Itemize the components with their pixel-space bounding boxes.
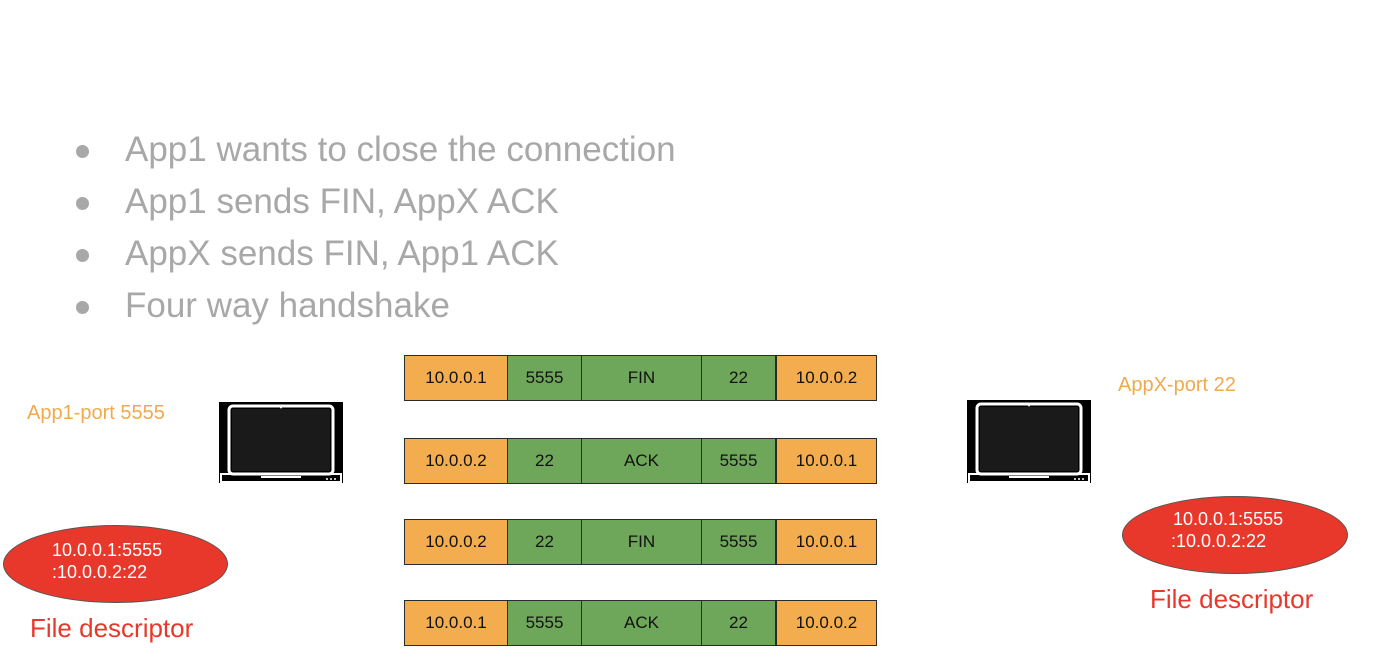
packet-src-port: 5555 xyxy=(507,355,582,401)
app1-file-descriptor-caption: File descriptor xyxy=(30,613,194,643)
packet-dst-port: 5555 xyxy=(701,519,776,565)
packet-src-port: 22 xyxy=(507,438,582,484)
packet-src-ip: 10.0.0.2 xyxy=(404,519,508,565)
packet-dst-ip: 10.0.0.1 xyxy=(776,519,877,565)
app1-file-descriptor: 10.0.0.1:5555 :10.0.0.2:22 xyxy=(3,525,228,603)
appx-port-label: AppX-port 22 xyxy=(1118,374,1236,396)
packet-2-ack: 10.0.0.2 22 ACK 5555 10.0.0.1 xyxy=(404,438,877,484)
packet-4-ack: 10.0.0.1 5555 ACK 22 10.0.0.2 xyxy=(404,600,877,646)
bullet-list: App1 wants to close the connection App1 … xyxy=(72,128,676,336)
packet-dst-port: 5555 xyxy=(701,438,776,484)
packet-flag: FIN xyxy=(581,355,702,401)
app1-laptop-icon xyxy=(219,402,343,483)
packet-flag: FIN xyxy=(581,519,702,565)
packet-src-ip: 10.0.0.1 xyxy=(404,600,508,646)
packet-dst-ip: 10.0.0.1 xyxy=(776,438,877,484)
packet-dst-port: 22 xyxy=(701,600,776,646)
packet-src-port: 5555 xyxy=(507,600,582,646)
packet-dst-ip: 10.0.0.2 xyxy=(776,600,877,646)
bullet-dot-icon xyxy=(76,249,89,262)
app1-port-label: App1-port 5555 xyxy=(27,402,165,424)
packet-dst-port: 22 xyxy=(701,355,776,401)
bullet-dot-icon xyxy=(76,197,89,210)
packet-dst-ip: 10.0.0.2 xyxy=(776,355,877,401)
appx-file-descriptor-caption: File descriptor xyxy=(1150,584,1314,614)
bullet-dot-icon xyxy=(76,145,89,158)
bullet-item: App1 wants to close the connection xyxy=(72,128,676,180)
packet-src-ip: 10.0.0.1 xyxy=(404,355,508,401)
bullet-item: AppX sends FIN, App1 ACK xyxy=(72,232,676,284)
appx-laptop-icon xyxy=(967,400,1091,483)
packet-flag: ACK xyxy=(581,438,702,484)
appx-file-descriptor: 10.0.0.1:5555 :10.0.0.2:22 xyxy=(1122,496,1348,574)
packet-1-fin: 10.0.0.1 5555 FIN 22 10.0.0.2 xyxy=(404,355,877,401)
packet-flag: ACK xyxy=(581,600,702,646)
bullet-dot-icon xyxy=(76,301,89,314)
packet-3-fin: 10.0.0.2 22 FIN 5555 10.0.0.1 xyxy=(404,519,877,565)
bullet-item: App1 sends FIN, AppX ACK xyxy=(72,180,676,232)
packet-src-port: 22 xyxy=(507,519,582,565)
packet-src-ip: 10.0.0.2 xyxy=(404,438,508,484)
bullet-item: Four way handshake xyxy=(72,284,676,336)
